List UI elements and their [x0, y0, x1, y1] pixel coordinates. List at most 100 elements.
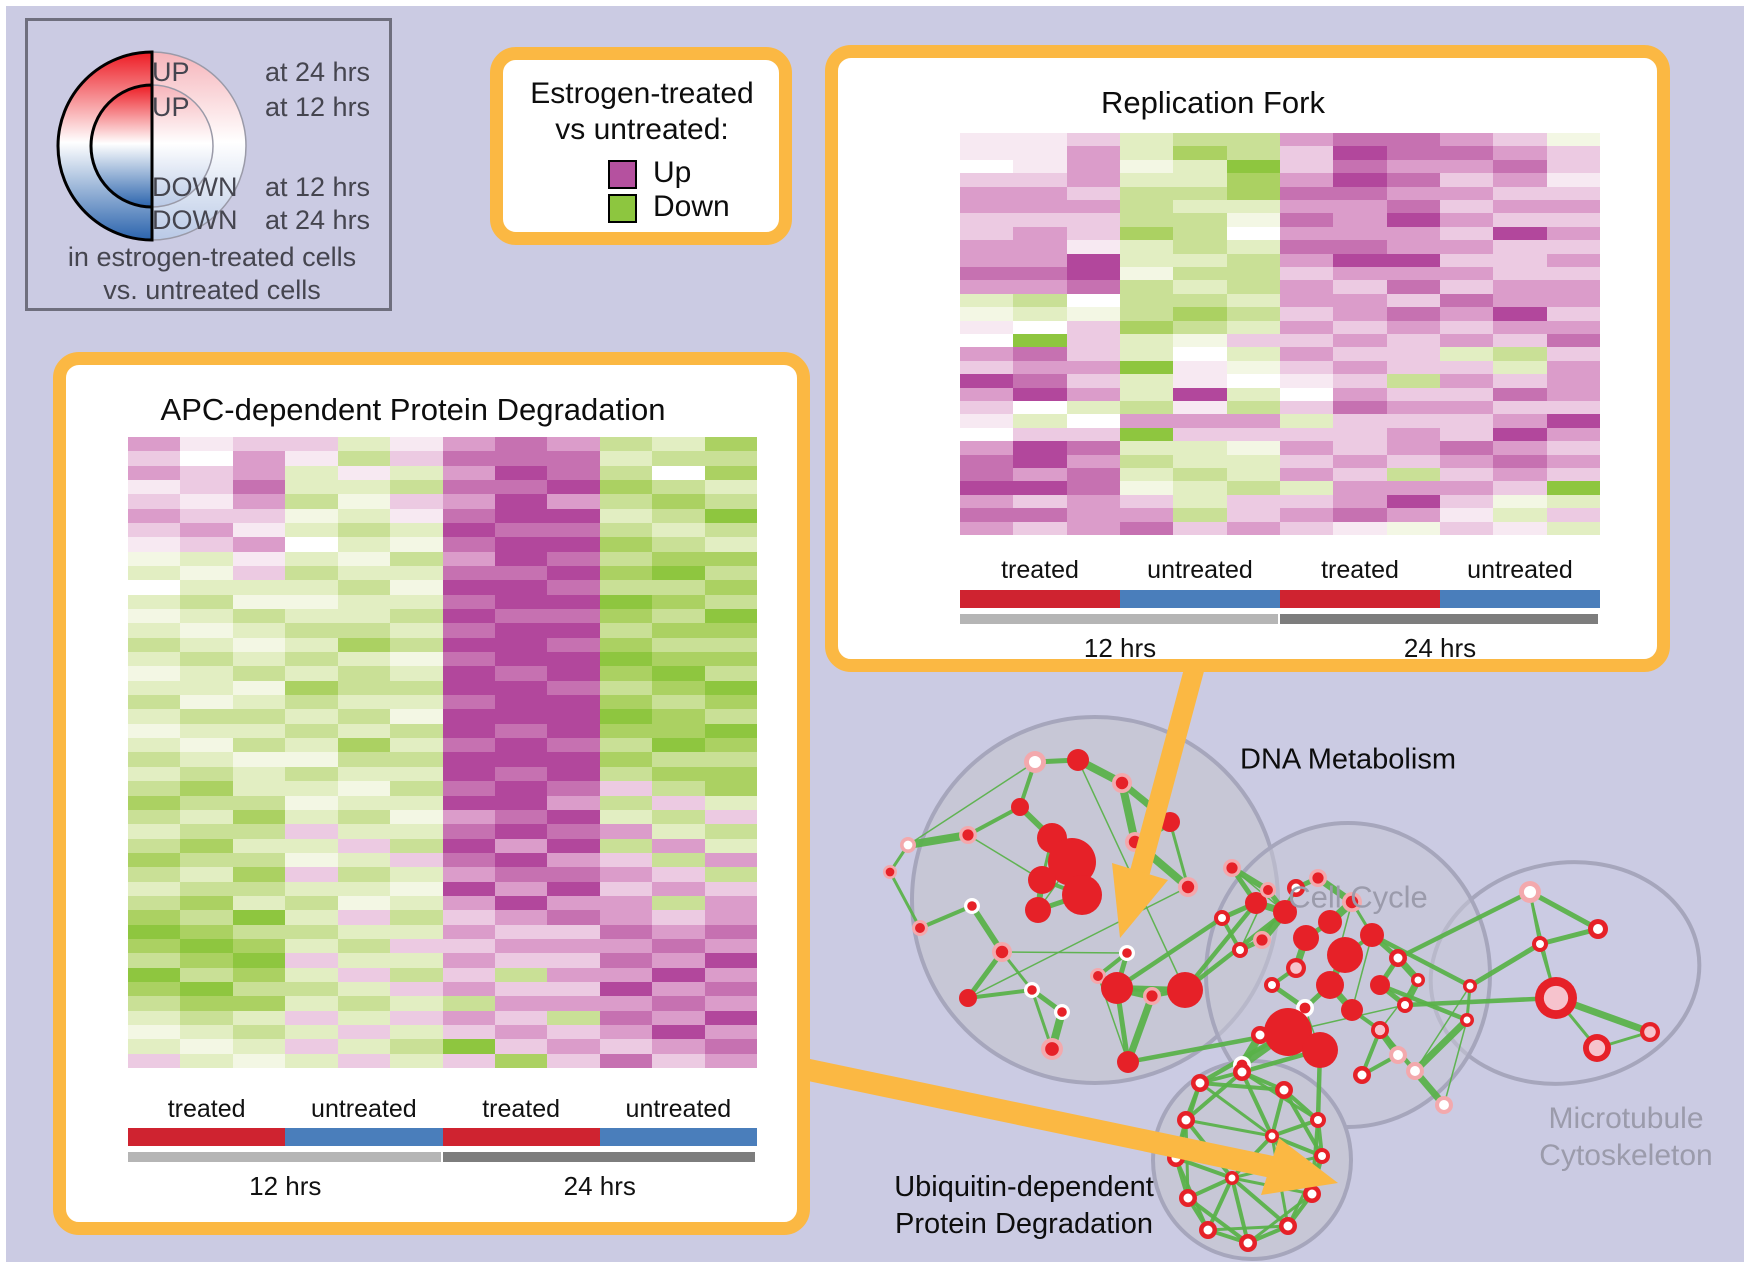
heatmap-cell [1439, 387, 1494, 401]
heatmap-cell [285, 523, 338, 538]
heatmap-cell [128, 451, 181, 466]
cluster-label-cytoskeleton: Cytoskeleton [1539, 1139, 1713, 1172]
heatmap-cell [704, 637, 757, 653]
network-node-core [1414, 976, 1422, 984]
heatmap-cell [1386, 173, 1440, 187]
heatmap-cell [128, 752, 181, 767]
heatmap-cell [285, 437, 338, 452]
group-label-untreated-24hrs: untreated [625, 1095, 732, 1123]
heatmap-cell [1493, 226, 1547, 241]
heatmap-cell [494, 1024, 548, 1040]
network-node-core [1057, 1007, 1067, 1017]
heatmap-cell [1333, 146, 1387, 160]
heatmap-cell [180, 465, 233, 481]
heatmap-cell [1066, 307, 1120, 321]
12hrs-bar [128, 1152, 441, 1162]
heatmap-cell [704, 910, 757, 925]
heatmap-cell [232, 910, 286, 925]
treated-bar [960, 590, 1120, 608]
network-edge [1185, 1118, 1273, 1138]
heatmap-cell [1226, 173, 1280, 187]
heatmap-cell [285, 480, 338, 495]
heatmap-cell [599, 967, 653, 982]
network-node-core [1536, 940, 1544, 948]
heatmap-cell [390, 867, 443, 882]
network-node-core [1393, 1050, 1403, 1060]
heatmap-cell [337, 680, 391, 696]
heatmap-cell [1013, 199, 1067, 214]
heatmap-cell [337, 637, 391, 653]
untreated-bar [1120, 590, 1280, 608]
heatmap-cell [1226, 253, 1280, 267]
heatmap-cell [337, 895, 391, 911]
heatmap-cell [1226, 133, 1280, 147]
network-node-cc [1360, 923, 1384, 947]
network-edge [1412, 1017, 1470, 1074]
heatmap-cell [1173, 173, 1227, 187]
network-node-core [1283, 1221, 1293, 1231]
heatmap-cell [1439, 320, 1494, 334]
heatmap-cell [180, 1053, 233, 1068]
network-node-core [1181, 1115, 1191, 1125]
heatmap-cell [1119, 360, 1174, 375]
heatmap-cell [285, 666, 338, 681]
heatmap-cell [180, 910, 233, 925]
heatmap-cell [599, 953, 653, 968]
heatmap-cell [180, 666, 233, 681]
heatmap-cell [232, 795, 286, 810]
heatmap-cell [1439, 360, 1494, 375]
heatmap-cell [1439, 266, 1494, 281]
heatmap-cell [337, 1010, 391, 1025]
heatmap-cell [547, 465, 600, 481]
network-node-core [1401, 1001, 1409, 1009]
heatmap-cell [232, 494, 286, 509]
heatmap-cell [494, 766, 548, 782]
heatmap-cell [494, 480, 548, 495]
24hrs-bar [442, 1152, 755, 1162]
heatmap-cell [1386, 481, 1440, 495]
heatmap-cell [1119, 454, 1174, 468]
heatmap-cell [1386, 454, 1440, 468]
heatmap-cell [232, 766, 286, 782]
heatmap-cell [652, 494, 705, 509]
treated-bar [1280, 590, 1440, 608]
heatmap-cell [1119, 173, 1174, 187]
heatmap-cell [1439, 253, 1494, 267]
heatmap-cell [704, 967, 757, 982]
network-edge [1207, 1224, 1289, 1232]
heatmap-cell [128, 809, 181, 825]
heatmap-cell [1546, 307, 1600, 321]
heatmap-cell [1546, 266, 1600, 281]
heatmap-cell [1066, 441, 1120, 455]
network-node-cc [1370, 975, 1390, 995]
heatmap-cell [390, 809, 443, 825]
heatmap-cell [128, 738, 181, 753]
heatmap-cell [1119, 374, 1174, 388]
heatmap-cell [652, 680, 705, 696]
heatmap-cell [337, 652, 391, 667]
heatmap-cell [1013, 400, 1067, 415]
heatmap-cell [547, 967, 600, 982]
heatmap-cell [704, 566, 757, 581]
heatmap-cell [547, 766, 600, 782]
heatmap-cell [960, 454, 1014, 468]
network-node-core [1183, 1193, 1193, 1203]
heatmap-cell [652, 953, 705, 968]
heatmap-cell [1493, 186, 1547, 200]
heatmap-cell [1279, 266, 1334, 281]
heatmap-cell [1119, 199, 1174, 214]
heatmap-cell [1333, 320, 1387, 334]
heatmap-cell [1546, 173, 1600, 187]
heatmap-cell [704, 981, 757, 997]
heatmap-cell [442, 1053, 495, 1068]
heatmap-cell [599, 566, 653, 581]
heatmap-cell [390, 695, 443, 710]
heatmap-cell [1546, 454, 1600, 468]
network-node-cc [1327, 937, 1363, 973]
network-node-core [995, 945, 1009, 959]
heatmap-cell [960, 400, 1014, 415]
heatmap-cell [390, 795, 443, 810]
heatmap-cell [547, 637, 600, 653]
heatmap-cell [494, 910, 548, 925]
heatmap-cell [1546, 146, 1600, 160]
